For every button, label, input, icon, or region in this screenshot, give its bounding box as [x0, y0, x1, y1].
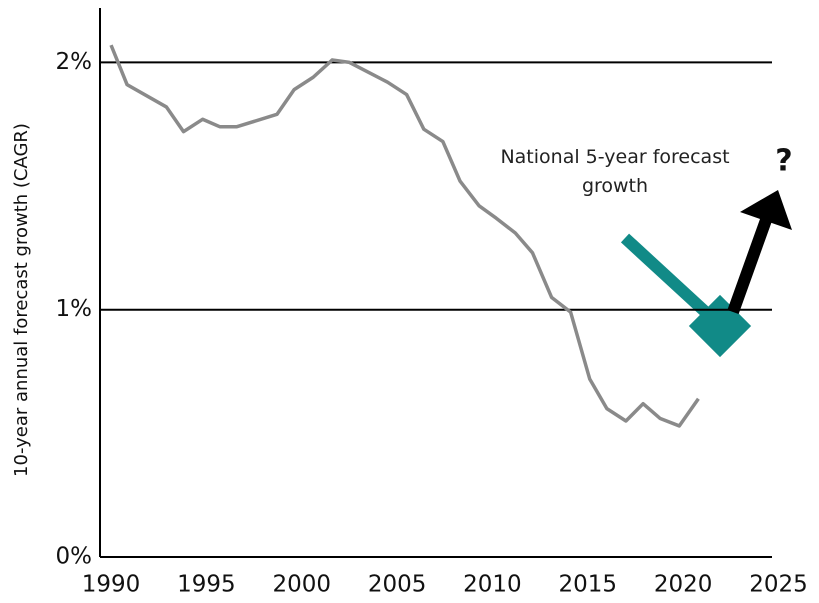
x-tick-label: 2020: [654, 572, 713, 598]
black-arrow: [727, 217, 772, 315]
y-tick-label: 1%: [56, 296, 93, 322]
question-mark: ?: [775, 144, 792, 179]
teal-arrow: [620, 233, 717, 323]
x-tick-label: 1995: [177, 572, 236, 598]
x-tick-label: 1990: [82, 572, 141, 598]
x-tick-label: 2015: [559, 572, 618, 598]
black-arrowhead: [740, 190, 792, 230]
x-tick-label: 2005: [368, 572, 427, 598]
y-tick-label: 2%: [56, 49, 93, 75]
x-tick-label: 2010: [463, 572, 522, 598]
y-tick-label: 0%: [56, 544, 93, 570]
data-line: [109, 44, 700, 428]
x-tick-label: 2000: [272, 572, 331, 598]
y-axis-label: 10-year annual forecast growth (CAGR): [11, 123, 32, 477]
x-tick-label: 2025: [749, 572, 808, 598]
annotation: National 5-year forecast growth: [500, 146, 730, 197]
